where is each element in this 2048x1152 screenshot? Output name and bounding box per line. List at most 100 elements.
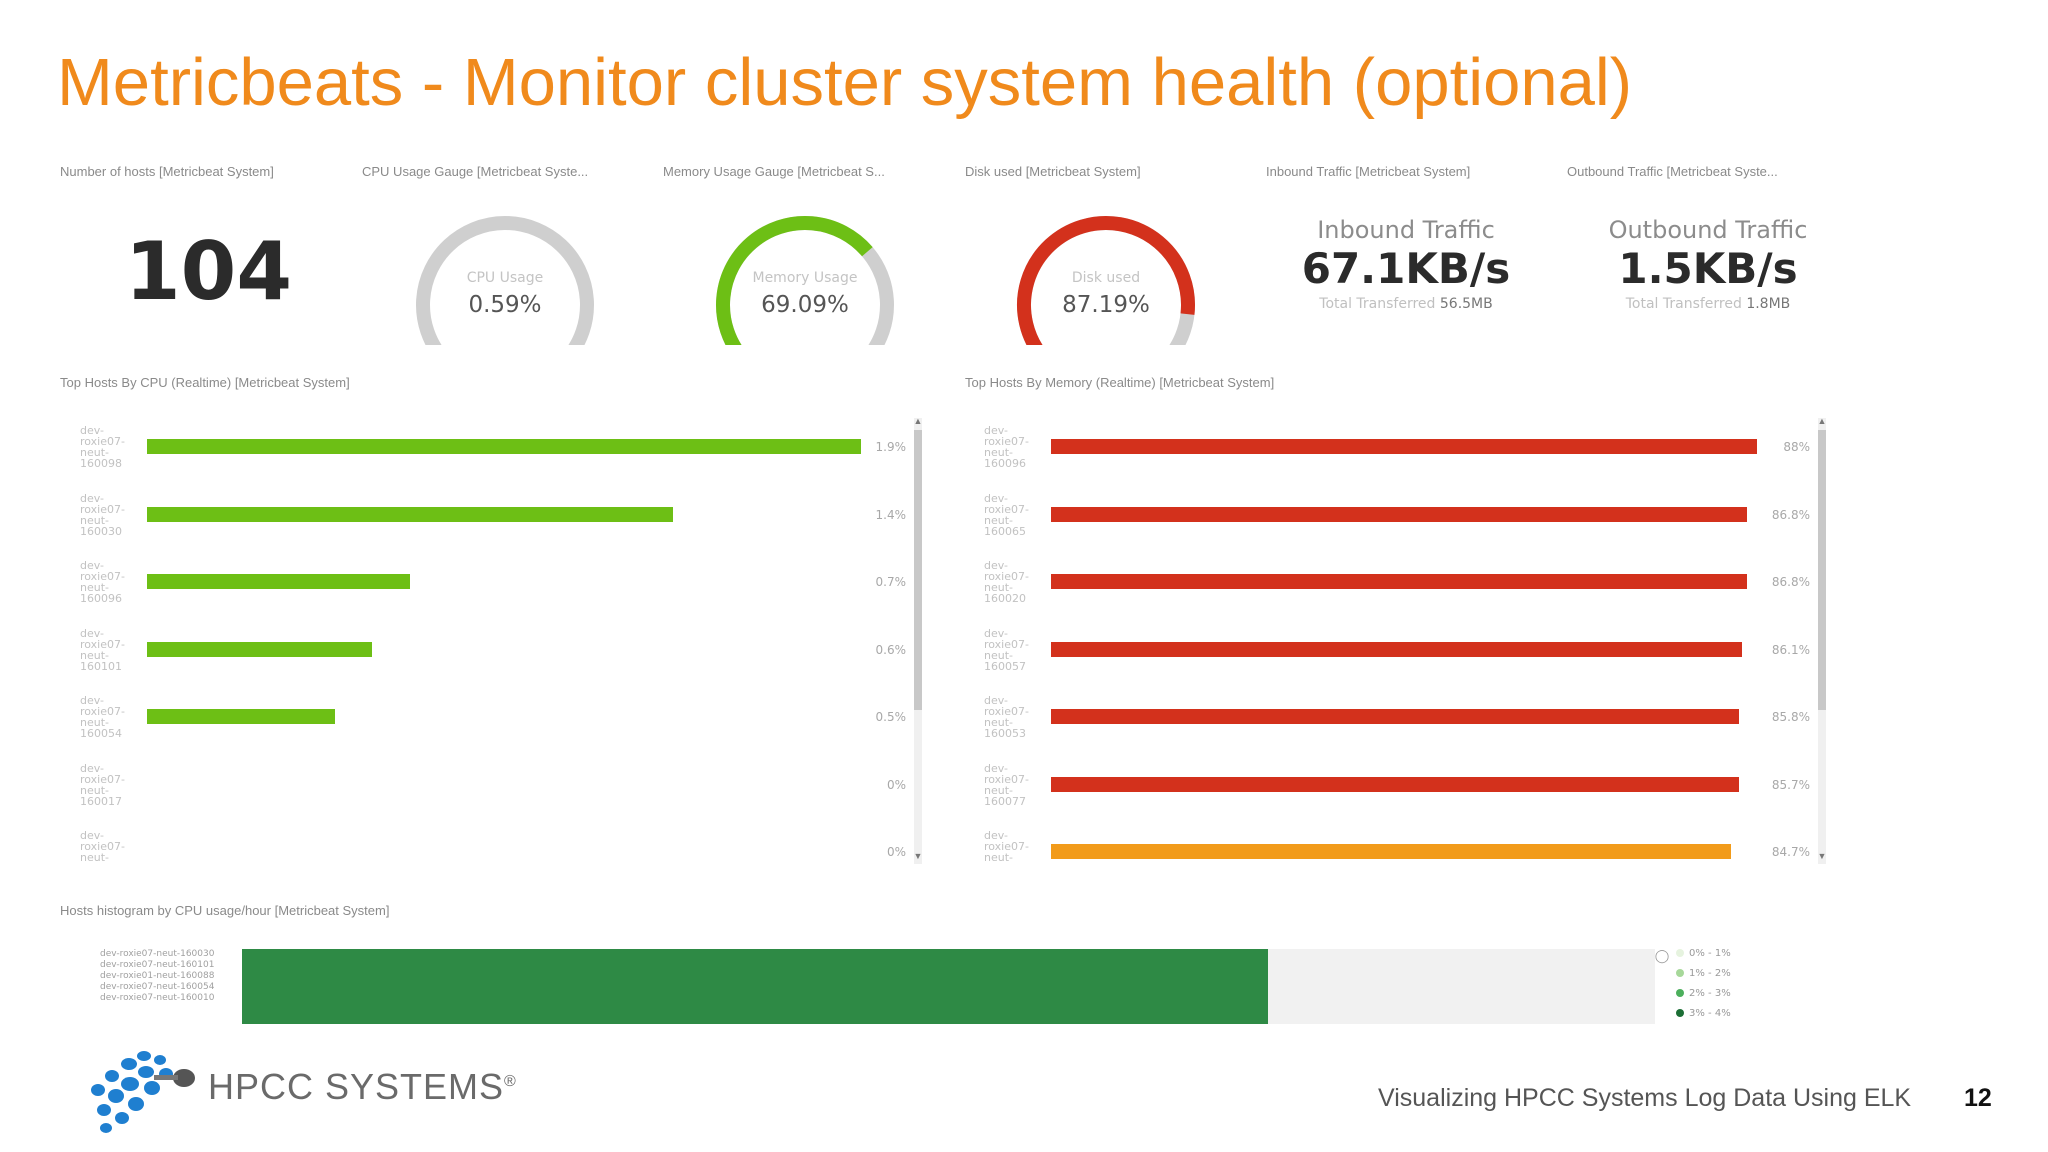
inbound-label: Inbound Traffic (1317, 216, 1495, 244)
memory-usage-gauge (716, 216, 894, 345)
gauge-fill (1017, 216, 1195, 345)
mem-bar[interactable] (1051, 844, 1731, 859)
histogram-row-label: dev-roxie07-neut-160010 (100, 993, 215, 1003)
mem-host-label: dev- roxie07- neut- (984, 829, 1029, 864)
cpu-chart-scroll-thumb[interactable] (914, 430, 922, 710)
mem-bar-value: 86.8% (1771, 507, 1810, 522)
legend-item[interactable]: 1% - 2% (1676, 968, 1731, 979)
cpu-bar-value: 0.6% (875, 642, 907, 657)
disk-gauge-value: 87.19% (1062, 292, 1150, 318)
mem-gauge-value: 69.09% (761, 292, 849, 318)
outbound-total: Total Transferred 1.8MB (1558, 296, 1858, 312)
cpu-bar[interactable] (147, 641, 373, 657)
outbound-total-value: 1.8MB (1746, 296, 1791, 312)
legend-item[interactable]: 3% - 4% (1676, 1008, 1731, 1019)
cpu-bar[interactable] (147, 506, 674, 522)
disk-used-gauge (1017, 216, 1195, 345)
cpu-host-label: dev- roxie07- neut- 160096 (80, 559, 125, 605)
histogram-row-label: dev-roxie07-neut-160054 (100, 982, 215, 992)
cpu-gauge-value: 0.59% (468, 292, 542, 318)
cpu-bar[interactable] (147, 439, 861, 454)
mem-host-label: dev- roxie07- neut- 160057 (984, 626, 1029, 673)
mem-bar[interactable] (1051, 641, 1742, 657)
legend-dot-icon (1676, 949, 1684, 957)
inbound-total: Total Transferred 56.5MB (1256, 296, 1556, 312)
histogram-row-label: dev-roxie07-neut-160030 (100, 949, 215, 959)
outbound-label: Outbound Traffic (1608, 216, 1808, 244)
footer-text: Visualizing HPCC Systems Log Data Using … (1378, 1084, 1912, 1112)
outbound-panel-title: Outbound Traffic [Metricbeat Syste... (1567, 164, 1778, 179)
cpu-bar-value: 0% (886, 845, 906, 859)
mem-bar-value: 86.1% (1771, 642, 1810, 657)
legend-item[interactable]: 2% - 3% (1676, 988, 1731, 999)
legend-dot-icon (1676, 1009, 1684, 1017)
cpu-host-label: dev- roxie07- neut- 160101 (80, 626, 125, 673)
mem-gauge-panel-title: Memory Usage Gauge [Metricbeat S... (663, 164, 885, 179)
mem-bar[interactable] (1051, 574, 1748, 589)
mem-bar[interactable] (1051, 439, 1757, 454)
gauge-fill (716, 216, 873, 345)
mem-gauge-label: Memory Usage (752, 270, 858, 286)
disk-gauge-panel-title: Disk used [Metricbeat System] (965, 164, 1141, 179)
inbound-total-label: Total Transferred (1319, 296, 1436, 312)
histogram-row-label: dev-roxie01-neut-160088 (100, 971, 215, 981)
cpu-gauge-panel-title: CPU Usage Gauge [Metricbeat Syste... (362, 164, 589, 179)
hosts-count: 104 (125, 225, 292, 318)
mem-host-label: dev- roxie07- neut- 160020 (984, 559, 1029, 605)
cpu-scroll-up-icon[interactable]: ▲ (913, 416, 923, 426)
cpu-scroll-down-icon[interactable]: ▼ (913, 851, 923, 861)
logo-registered-mark: ® (504, 1073, 517, 1090)
cpu-bar[interactable] (147, 709, 335, 724)
mem-bar[interactable] (1051, 506, 1748, 522)
outbound-total-label: Total Transferred (1625, 296, 1742, 312)
outbound-value: 1.5KB/s (1618, 244, 1798, 293)
hpcc-logo-icon (91, 1051, 195, 1133)
inbound-panel-title: Inbound Traffic [Metricbeat System] (1266, 164, 1471, 179)
mem-bar[interactable] (1051, 776, 1739, 792)
legend-dot-icon (1676, 989, 1684, 997)
top-cpu-panel-title: Top Hosts By CPU (Realtime) [Metricbeat … (60, 375, 350, 390)
inbound-total-value: 56.5MB (1439, 296, 1493, 312)
legend-toggle-icon[interactable]: ◯ (1654, 948, 1670, 963)
mem-bar[interactable] (1051, 709, 1740, 724)
inbound-value: 67.1KB/s (1301, 244, 1511, 293)
disk-gauge-label: Disk used (1071, 270, 1141, 286)
legend-label: 3% - 4% (1689, 1008, 1731, 1019)
cpu-gauge-label: CPU Usage (466, 270, 544, 286)
logo-name: HPCC SYSTEMS (208, 1066, 505, 1107)
legend-dot-icon (1676, 969, 1684, 977)
logo-text: HPCC SYSTEMS® (208, 1066, 517, 1108)
hosts-panel-title: Number of hosts [Metricbeat System] (60, 164, 274, 179)
mem-chart-scroll-thumb[interactable] (1818, 430, 1826, 710)
mem-host-label: dev- roxie07- neut- 160053 (984, 694, 1029, 740)
cpu-host-label: dev- roxie07- neut- 160098 (80, 424, 125, 470)
cpu-bar-value: 0.7% (875, 575, 907, 589)
cpu-host-label: dev- roxie07- neut- 160017 (80, 761, 125, 808)
histogram-bar[interactable] (242, 949, 1268, 1024)
mem-scroll-down-icon[interactable]: ▼ (1817, 851, 1827, 861)
cpu-bar-value: 1.4% (875, 507, 907, 522)
top-mem-panel-title: Top Hosts By Memory (Realtime) [Metricbe… (965, 375, 1275, 390)
cpu-host-label: dev- roxie07- neut- 160054 (80, 694, 125, 740)
mem-host-label: dev- roxie07- neut- 160077 (984, 761, 1029, 808)
mem-bar-value: 85.8% (1771, 710, 1810, 724)
gauge-track (416, 216, 594, 345)
mem-scroll-up-icon[interactable]: ▲ (1817, 416, 1827, 426)
legend-label: 0% - 1% (1689, 948, 1731, 959)
cpu-host-label: dev- roxie07- neut- (80, 829, 125, 864)
cpu-usage-gauge (416, 216, 594, 345)
mem-bar-value: 85.7% (1771, 777, 1810, 792)
page-number: 12 (1964, 1084, 1992, 1112)
cpu-bar-value: 0% (886, 777, 906, 792)
cpu-bar-value: 0.5% (875, 710, 907, 724)
cpu-bar[interactable] (147, 574, 411, 589)
legend-label: 2% - 3% (1689, 988, 1731, 999)
cpu-host-label: dev- roxie07- neut- 160030 (80, 491, 125, 538)
legend-label: 1% - 2% (1689, 968, 1731, 979)
histogram-panel-title: Hosts histogram by CPU usage/hour [Metri… (60, 903, 390, 918)
mem-host-label: dev- roxie07- neut- 160096 (984, 424, 1029, 470)
slide-title: Metricbeats - Monitor cluster system hea… (57, 45, 1633, 120)
mem-bar-value: 86.8% (1771, 575, 1810, 589)
legend-item[interactable]: 0% - 1% (1676, 948, 1731, 959)
cpu-bar-value: 1.9% (875, 440, 907, 454)
